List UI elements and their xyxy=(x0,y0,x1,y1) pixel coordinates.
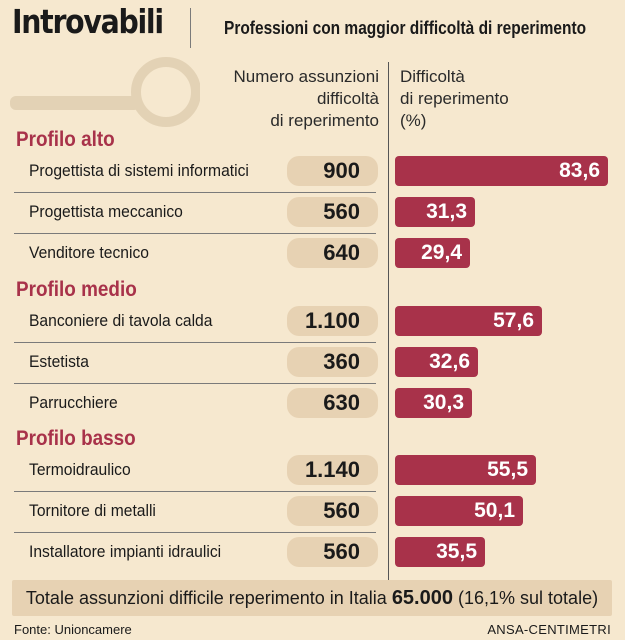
hires-value: 1.140 xyxy=(287,455,378,485)
difficulty-bar: 55,5 xyxy=(395,455,536,485)
hires-value: 360 xyxy=(287,347,378,377)
total-value: 65.000 xyxy=(391,587,453,609)
hires-value: 630 xyxy=(287,388,378,418)
column-header-hires: Numero assunzioni difficoltà di reperime… xyxy=(233,66,379,132)
title: Introvabili xyxy=(12,2,164,41)
vertical-divider xyxy=(388,62,389,582)
hires-value: 560 xyxy=(287,537,378,567)
row-label: Progettista di sistemi informatici xyxy=(29,161,249,180)
hires-value: 640 xyxy=(287,238,378,268)
section-title: Profilo alto xyxy=(16,128,115,151)
credit: ANSA-CENTIMETRI xyxy=(487,622,611,637)
subtitle: Professioni con maggior difficoltà di re… xyxy=(224,18,587,38)
row-separator xyxy=(14,233,376,234)
difficulty-bar: 31,3 xyxy=(395,197,475,227)
row-label: Venditore tecnico xyxy=(29,243,149,262)
difficulty-bar: 83,6 xyxy=(395,156,608,186)
total-prefix: Totale assunzioni difficile reperimento … xyxy=(25,588,387,608)
column-header-hires-line: difficoltà xyxy=(316,89,379,108)
row-label: Parrucchiere xyxy=(29,393,118,412)
source: Fonte: Unioncamere xyxy=(14,622,132,637)
section-title: Profilo medio xyxy=(16,278,137,301)
difficulty-bar: 50,1 xyxy=(395,496,523,526)
magnifying-glass-icon xyxy=(10,57,200,127)
row-label: Tornitore di metalli xyxy=(29,501,156,520)
row-separator xyxy=(14,532,376,533)
row-separator xyxy=(14,342,376,343)
column-header-difficulty: Difficoltà di reperimento (%) xyxy=(400,66,509,132)
row-label: Banconiere di tavola calda xyxy=(29,311,213,330)
hires-value: 900 xyxy=(287,156,378,186)
difficulty-bar: 30,3 xyxy=(395,388,472,418)
total-suffix: (16,1% sul totale) xyxy=(458,588,599,608)
row-label: Estetista xyxy=(29,352,89,371)
row-label: Termoidraulico xyxy=(29,460,131,479)
row-separator xyxy=(14,192,376,193)
difficulty-bar: 32,6 xyxy=(395,347,478,377)
difficulty-bar: 29,4 xyxy=(395,238,470,268)
difficulty-bar: 35,5 xyxy=(395,537,485,567)
column-header-difficulty-line: di reperimento xyxy=(400,89,509,108)
title-separator xyxy=(190,8,191,48)
row-separator xyxy=(14,383,376,384)
hires-value: 560 xyxy=(287,496,378,526)
total-box: Totale assunzioni difficile reperimento … xyxy=(12,580,612,616)
column-header-difficulty-line: Difficoltà xyxy=(400,67,465,86)
column-header-hires-line: di reperimento xyxy=(270,111,379,130)
difficulty-bar: 57,6 xyxy=(395,306,542,336)
row-label: Progettista meccanico xyxy=(29,202,183,221)
column-header-difficulty-line: (%) xyxy=(400,111,427,130)
hires-value: 1.100 xyxy=(287,306,378,336)
column-header-hires-line: Numero assunzioni xyxy=(233,67,379,86)
section-title: Profilo basso xyxy=(16,427,136,450)
row-separator xyxy=(14,491,376,492)
row-label: Installatore impianti idraulici xyxy=(29,542,222,561)
hires-value: 560 xyxy=(287,197,378,227)
